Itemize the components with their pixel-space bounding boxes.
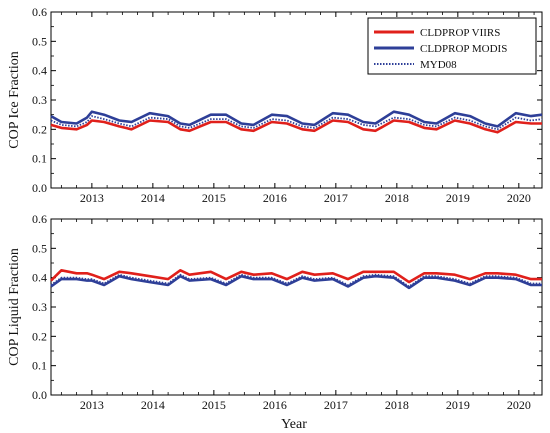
y-tick-label: 0.3 <box>32 300 47 314</box>
y-tick-label: 0.2 <box>32 122 47 136</box>
x-tick-label: 2017 <box>324 191 348 205</box>
y-tick-label: 0.2 <box>32 329 47 343</box>
x-tick-label: 2017 <box>324 398 348 412</box>
y-tick-label: 0.5 <box>32 241 47 255</box>
y-tick-label: 0.0 <box>32 388 47 402</box>
x-tick-label: 2020 <box>507 191 531 205</box>
series-line-cldprop-viirs <box>50 119 542 134</box>
y-tick-label: 0.0 <box>32 181 47 195</box>
liquid-fraction-panel: 0.0 0.1 0.2 0.3 0.4 0.5 0.6 2013 2014 2015 2016 201… <box>7 212 543 412</box>
series-line-myd08 <box>50 115 543 131</box>
y-axis-label: COP Liquid Fraction <box>7 248 22 366</box>
x-tick-label: 2014 <box>141 398 165 412</box>
x-tick-label: 2020 <box>507 398 531 412</box>
x-tick-label: 2015 <box>202 191 226 205</box>
x-tick-label: 2015 <box>202 398 226 412</box>
x-tick-label: 2013 <box>80 191 104 205</box>
x-tick-label: 2018 <box>385 191 409 205</box>
series-line-cldprop-modis <box>50 110 543 128</box>
ice-fraction-panel: 0.0 0.1 0.2 0.3 0.4 0.5 0.6 2013 2014 2015 2016 201… <box>7 5 543 205</box>
series-line-cldprop-viirs <box>50 268 542 284</box>
legend-label: MYD08 <box>420 59 457 71</box>
y-tick-label: 0.3 <box>32 93 47 107</box>
plot-frame <box>50 218 543 396</box>
x-tick-label: 2019 <box>446 191 470 205</box>
y-tick-label: 0.5 <box>32 34 47 48</box>
x-tick-label: 2016 <box>263 191 287 205</box>
x-tick-label: 2016 <box>263 398 287 412</box>
x-tick-label: 2019 <box>446 398 470 412</box>
series-line-cldprop-modis <box>50 274 542 290</box>
legend-label: CLDPROP VIIRS <box>420 27 500 39</box>
y-axis-label: COP Ice Fraction <box>7 51 22 148</box>
legend: CLDPROP VIIRS CLDPROP MODIS MYD08 <box>367 17 537 75</box>
y-tick-label: 0.4 <box>32 64 47 78</box>
y-tick-label: 0.6 <box>32 212 47 226</box>
y-tick-label: 0.1 <box>32 152 47 166</box>
y-tick-label: 0.1 <box>32 359 47 373</box>
x-tick-label: 2014 <box>141 191 165 205</box>
x-axis-label: Year <box>281 417 307 432</box>
y-tick-label: 0.4 <box>32 271 47 285</box>
x-tick-label: 2018 <box>385 398 409 412</box>
legend-label: CLDPROP MODIS <box>420 43 507 55</box>
x-tick-label: 2013 <box>80 398 104 412</box>
y-tick-label: 0.6 <box>32 5 47 19</box>
